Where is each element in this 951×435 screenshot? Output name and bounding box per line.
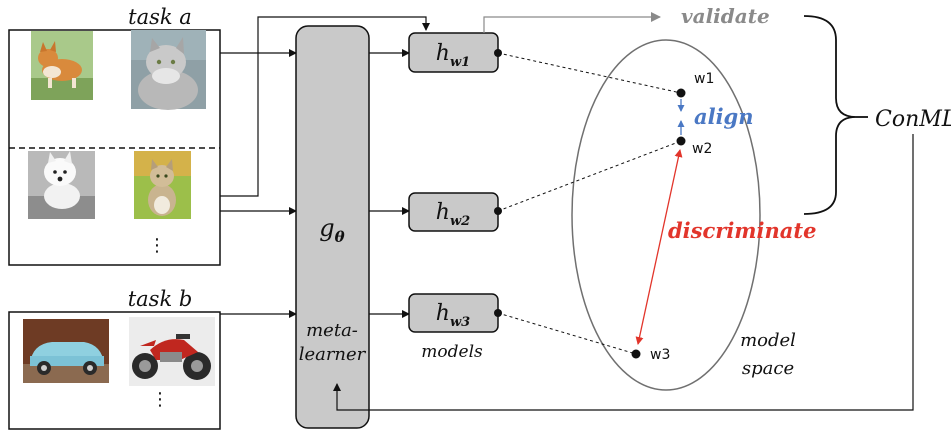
conml-label: ConML <box>875 107 951 132</box>
conml-feedback-arrow <box>333 134 914 411</box>
meta-learner-label-1: meta- <box>306 320 358 341</box>
task-b-ellipsis: ⋮ <box>151 389 169 410</box>
motorcycle-image <box>129 317 215 386</box>
conml-brace <box>803 15 857 215</box>
model-hw3: hw3 <box>408 293 499 333</box>
point-w2 <box>676 136 686 146</box>
svg-text:hw2: hw2 <box>436 200 470 229</box>
hw2-output-dot <box>494 207 502 215</box>
model-hw1-subscript: w1 <box>450 55 470 70</box>
corgi-image <box>31 31 93 100</box>
persian-cat-image <box>131 30 206 110</box>
validate-arrow <box>483 12 661 33</box>
model-hw2: hw2 <box>408 192 499 232</box>
meta-learner-g: g <box>319 214 334 242</box>
hw1-mapping-line <box>497 52 682 94</box>
task-a-title: task a <box>128 5 192 29</box>
model-space-label-2: space <box>742 358 794 379</box>
point-w3-label: w3 <box>650 347 670 363</box>
model-space-label-1: model <box>740 330 796 351</box>
model-hw2-subscript: w2 <box>450 214 470 229</box>
hw3-mapping-line <box>497 312 637 355</box>
point-w1 <box>676 88 686 98</box>
model-space-ellipse <box>571 39 761 391</box>
validate-label: validate <box>681 4 770 28</box>
svg-text:hw3: hw3 <box>436 301 470 330</box>
meta-learner-box <box>295 25 370 429</box>
discriminate-arrow <box>635 149 683 345</box>
meta-learner-symbol: gθ <box>319 214 344 246</box>
meta-learner-theta: θ <box>335 228 345 246</box>
tabby-cat-image <box>134 151 191 219</box>
svg-text:hw1: hw1 <box>436 41 470 70</box>
discriminate-label: discriminate <box>668 218 816 243</box>
hw3-output-dot <box>494 309 502 317</box>
point-w2-label: w2 <box>692 141 712 157</box>
model-hw3-symbol: h <box>436 301 450 326</box>
westie-dog-image <box>28 151 95 219</box>
models-label: models <box>421 342 483 362</box>
task-a-ellipsis: ⋮ <box>148 235 166 256</box>
hw2-mapping-line <box>497 140 682 212</box>
task-a-to-hw1-arrow <box>220 16 430 197</box>
model-hw3-subscript: w3 <box>450 315 470 330</box>
task-b-title: task b <box>128 287 193 311</box>
point-w1-label: w1 <box>694 71 714 87</box>
model-hw1-symbol: h <box>436 41 450 66</box>
vintage-car-image <box>23 319 109 383</box>
align-label: align <box>694 104 754 129</box>
model-hw2-symbol: h <box>436 200 450 225</box>
hw1-output-dot <box>494 49 502 57</box>
model-hw1: hw1 <box>408 32 499 73</box>
meta-learner-label-2: learner <box>299 344 367 365</box>
point-w3 <box>631 349 641 359</box>
